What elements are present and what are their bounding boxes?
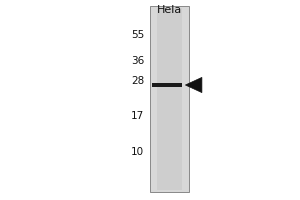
Text: 17: 17 bbox=[131, 111, 144, 121]
Text: 10: 10 bbox=[131, 147, 144, 157]
Text: 55: 55 bbox=[131, 30, 144, 40]
Polygon shape bbox=[185, 77, 202, 93]
Text: 28: 28 bbox=[131, 76, 144, 86]
Bar bbox=[157, 8, 182, 190]
Text: Hela: Hela bbox=[157, 5, 182, 15]
Bar bbox=[150, 6, 189, 192]
Text: 36: 36 bbox=[131, 56, 144, 66]
Bar bbox=[152, 83, 182, 87]
